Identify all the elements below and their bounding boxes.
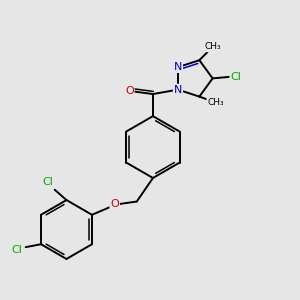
Text: CH₃: CH₃	[204, 42, 221, 51]
Text: N: N	[174, 62, 182, 72]
Text: O: O	[110, 200, 119, 209]
Text: Cl: Cl	[231, 72, 242, 82]
Text: CH₃: CH₃	[207, 98, 224, 107]
Text: Cl: Cl	[42, 177, 53, 188]
Text: N: N	[174, 85, 182, 94]
Text: Cl: Cl	[11, 245, 22, 255]
Text: O: O	[125, 86, 134, 96]
